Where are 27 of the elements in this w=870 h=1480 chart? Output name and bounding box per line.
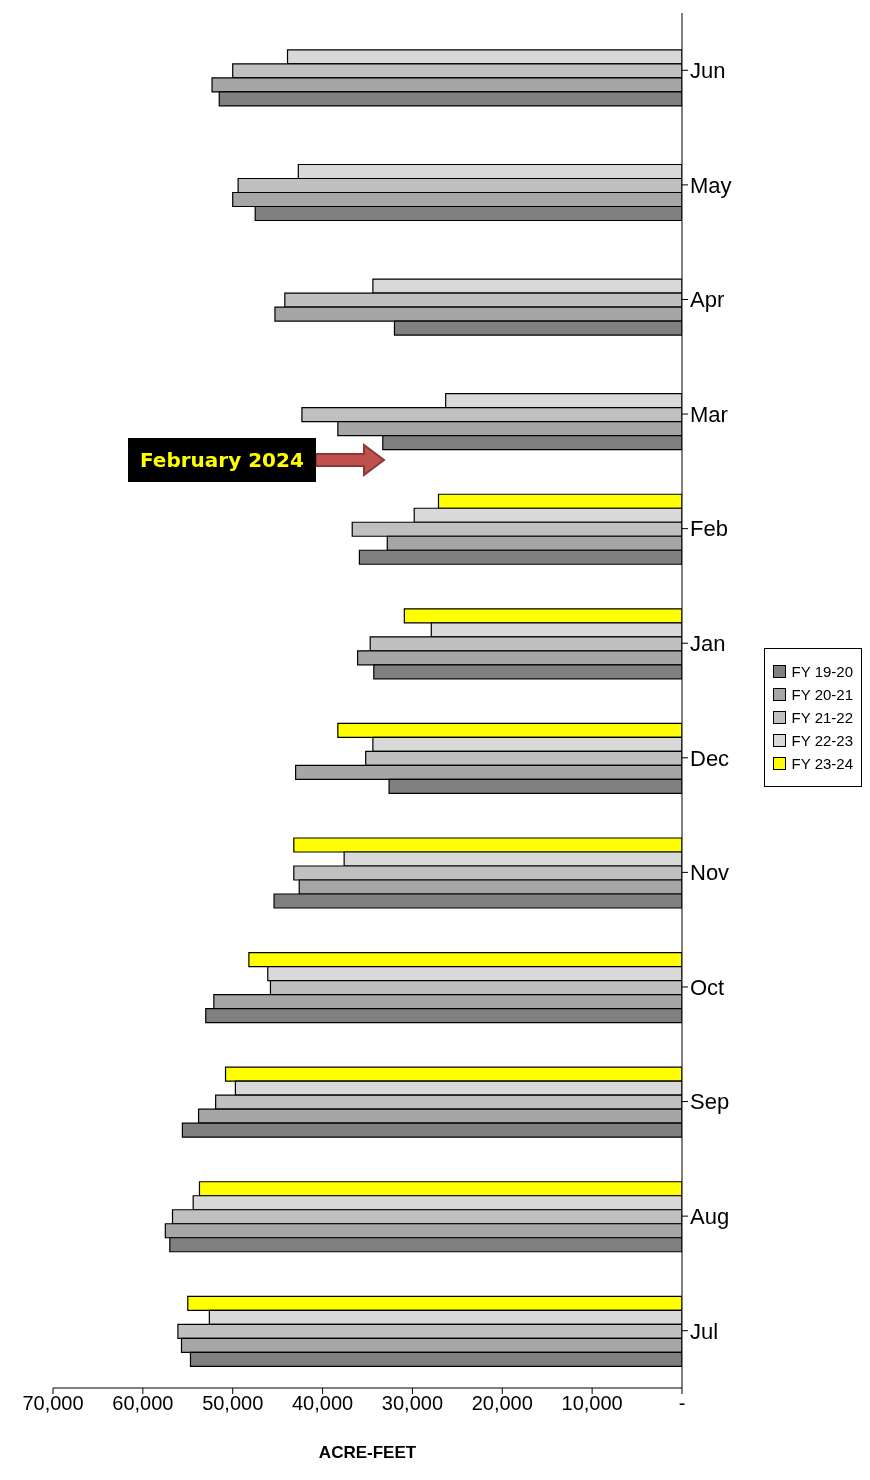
y-tick-label: Dec	[690, 745, 730, 771]
x-tick-label: 50,000	[202, 1392, 264, 1415]
x-tick-label: 20,000	[471, 1392, 533, 1415]
y-tick-label: Jan	[690, 631, 726, 657]
y-tick-label: Aug	[690, 1203, 730, 1229]
y-tick-label: Mar	[690, 401, 728, 427]
y-tick-label: Jun	[690, 58, 726, 84]
annotation: February 2024	[128, 438, 316, 482]
legend-label: FY 20-21	[791, 686, 853, 703]
legend-label: FY 21-22	[791, 709, 853, 726]
legend-label: FY 22-23	[791, 732, 853, 749]
x-tick-label: 40,000	[291, 1392, 354, 1415]
x-tick-label: 30,000	[381, 1392, 444, 1415]
y-tick-label: Oct	[690, 974, 725, 1000]
legend-label: FY 23-24	[791, 755, 853, 772]
y-tick-label: Feb	[690, 516, 728, 542]
y-tick-label: Sep	[690, 1089, 730, 1115]
x-axis-title: ACRE-FEET	[318, 1443, 417, 1462]
legend-label: FY 19-20	[791, 663, 853, 680]
x-tick-label: 60,000	[112, 1392, 174, 1415]
y-tick-label: May	[690, 172, 732, 198]
x-tick-label: -	[678, 1392, 686, 1415]
y-tick-label: Jul	[690, 1318, 719, 1344]
y-tick-label: Nov	[690, 860, 730, 886]
y-tick-label: Apr	[690, 287, 725, 313]
x-tick-label: 10,000	[561, 1392, 623, 1415]
x-tick-label: 70,000	[22, 1392, 84, 1415]
